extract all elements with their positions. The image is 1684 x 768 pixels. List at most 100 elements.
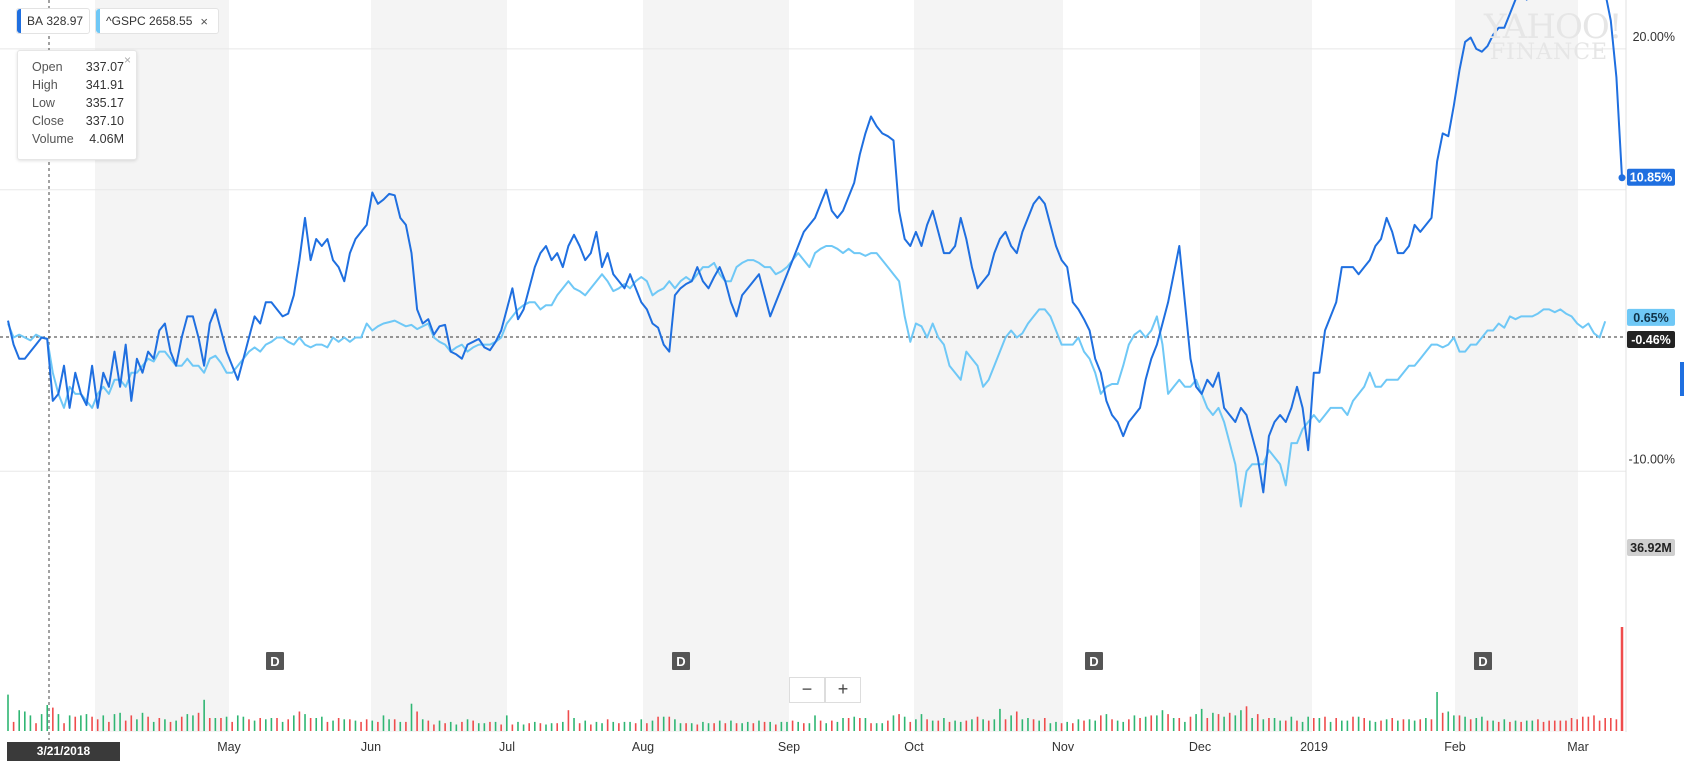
volume-bar [449, 721, 452, 731]
volume-bar [634, 723, 637, 731]
x-tick-label: Aug [632, 740, 654, 754]
volume-bar [85, 714, 88, 731]
volume-bar [1083, 720, 1085, 731]
legend-ba[interactable]: BA 328.97 [16, 8, 90, 34]
volume-bar [931, 720, 934, 731]
volume-bars [7, 627, 1624, 731]
volume-bar [1486, 720, 1489, 731]
volume-bar [136, 719, 138, 731]
volume-bar [1189, 716, 1192, 731]
volume-bar [668, 716, 671, 731]
zoom-out-button[interactable]: − [789, 677, 825, 703]
volume-bar [713, 723, 715, 731]
volume-bar [1329, 721, 1332, 731]
volume-bar [578, 723, 581, 731]
volume-bar [517, 721, 519, 731]
volume-bar [1324, 716, 1326, 731]
volume-bar [1312, 718, 1315, 731]
volume-bar [870, 723, 872, 731]
volume-bar [511, 724, 514, 731]
volume-bar [702, 721, 704, 731]
volume-bar [1279, 720, 1281, 731]
volume-bar [270, 718, 273, 731]
volume-bar [1088, 719, 1091, 731]
volume-bar [1481, 716, 1483, 731]
ba-color-swatch [17, 9, 21, 33]
volume-bar [52, 707, 54, 731]
legend-gspc[interactable]: ^GSPC 2658.55 × [95, 8, 219, 34]
volume-bar [152, 721, 155, 731]
volume-bar [63, 723, 65, 731]
dividend-marker-box [1085, 652, 1103, 670]
volume-bar [1206, 718, 1209, 731]
volume-bar [7, 694, 9, 731]
volume-bar [214, 718, 217, 731]
volume-bar [584, 720, 587, 731]
zoom-in-button[interactable]: + [825, 677, 861, 703]
ohlc-open-row: Open 337.07 [32, 60, 124, 78]
volume-bar [433, 724, 435, 731]
volume-bar [629, 721, 631, 731]
ohlc-value: 341.91 [85, 78, 124, 92]
volume-bar [657, 716, 659, 731]
volume-bar [735, 723, 738, 731]
volume-bar [57, 714, 60, 731]
volume-bar [360, 721, 362, 731]
volume-bar [186, 714, 189, 731]
volume-bar [533, 721, 536, 731]
volume-bar [875, 723, 878, 731]
ohlc-value: 337.07 [85, 60, 124, 74]
volume-bar [1531, 720, 1534, 731]
volume-bar [847, 718, 850, 731]
volume-bar [455, 724, 458, 731]
series-line-gspc [7, 245, 1607, 508]
volume-bar [556, 723, 559, 731]
volume-bar [1598, 720, 1601, 731]
month-bands [95, 0, 1578, 732]
ohlc-volume-row: Volume 4.06M [32, 132, 124, 150]
volume-bar [1413, 720, 1416, 731]
volume-bar [1027, 718, 1029, 731]
close-tooltip-icon[interactable]: × [123, 53, 131, 67]
dividend-marker: D [266, 652, 284, 670]
volume-bar [304, 714, 306, 731]
ba-symbol: BA [27, 14, 44, 28]
remove-comparison-icon[interactable]: × [200, 13, 208, 29]
volume-bar [416, 711, 418, 731]
volume-bar [1537, 719, 1539, 731]
volume-bar [29, 715, 32, 731]
ohlc-value: 4.06M [89, 132, 124, 146]
dividend-marker: D [672, 652, 690, 670]
volume-bar [707, 723, 710, 731]
volume-bar [1447, 711, 1450, 731]
dividend-marker-box [266, 652, 284, 670]
volume-bar [1425, 718, 1427, 731]
volume-bar [752, 723, 755, 731]
ohlc-low-row: Low 335.17 [32, 96, 124, 114]
volume-bar [293, 715, 295, 731]
ohlc-tooltip: × Open 337.07 High 341.91 Low 335.17 Clo… [17, 50, 137, 160]
x-tick-label: Jul [499, 740, 515, 754]
volume-bar [113, 714, 116, 731]
volume-bar [814, 715, 816, 731]
volume-bar [1234, 715, 1237, 731]
volume-bar [164, 719, 166, 731]
volume-bar [180, 716, 183, 731]
volume-bar [1385, 719, 1388, 731]
volume-bar [1397, 720, 1399, 731]
crosshair-date-label: 3/21/2018 [7, 742, 120, 761]
volume-bar [1004, 719, 1007, 731]
ba-price: 328.97 [46, 14, 84, 28]
volume-bar [231, 721, 233, 731]
volume-bar [1419, 719, 1422, 731]
volume-bar [1200, 708, 1203, 731]
ohlc-value: 337.10 [85, 114, 124, 128]
volume-bar [595, 721, 598, 731]
volume-bar [1380, 720, 1382, 731]
volume-bar [819, 720, 822, 731]
x-tick-label: Nov [1052, 740, 1075, 754]
volume-bar [1469, 719, 1472, 731]
volume-bar [590, 724, 592, 731]
